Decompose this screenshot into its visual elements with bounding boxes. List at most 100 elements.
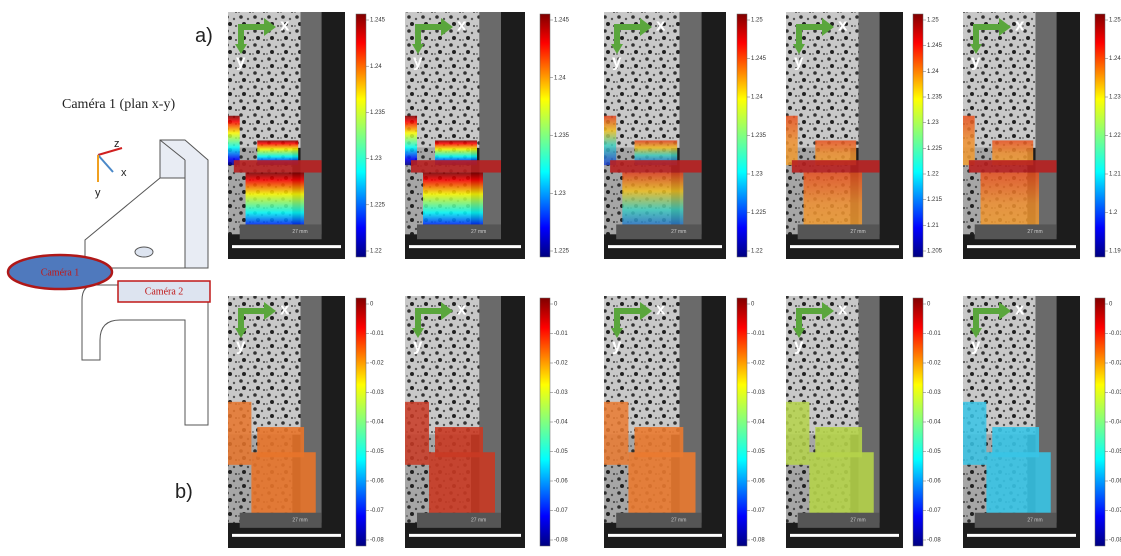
axis-arrow xyxy=(973,302,1011,328)
colorbar xyxy=(1094,13,1106,258)
camera-diagram: Caméra 1 (plan x-y) z x y Caméra 1 Camér… xyxy=(6,97,211,426)
colorbar-label: -0.02 xyxy=(554,361,568,367)
axis-arrow xyxy=(97,154,114,173)
axis-arrow xyxy=(611,328,623,338)
colorbar-label: -0.06 xyxy=(554,479,568,485)
colorbar-label: -0.08 xyxy=(927,538,941,544)
fillet xyxy=(1035,12,1057,235)
scale-box xyxy=(417,512,501,528)
strain-overlay xyxy=(986,452,1051,523)
colorbar-label: -0.06 xyxy=(751,479,765,485)
panel: 27 mm x y 1.245 1.24 1.235 1.23 1.225 1.22 xyxy=(228,12,386,259)
colorbar-label: -0.08 xyxy=(554,538,568,544)
scale-box xyxy=(797,512,880,528)
colorbar-label: -0.08 xyxy=(751,538,765,544)
axis-x-label: x xyxy=(1015,299,1025,318)
axis-x-label: x xyxy=(457,15,467,34)
axis-arrow xyxy=(235,328,247,338)
fillet xyxy=(300,12,322,235)
axis-y-label: y xyxy=(612,51,622,70)
colorbar-label: 1.23 xyxy=(751,172,763,178)
colorbar-label: 1.23 xyxy=(370,156,382,162)
axis-x-label: x xyxy=(1015,15,1025,34)
colorbar-label: 1.225 xyxy=(370,202,386,208)
axis-y-label: y xyxy=(612,335,622,354)
axis-x-label: x xyxy=(457,299,467,318)
camera-1-label: Caméra 1 xyxy=(41,267,80,278)
scale-label: 27 mm xyxy=(292,229,307,235)
axis-arrow xyxy=(238,302,276,328)
panel: 27 mm x y 0 -0.01 -0.02 -0.03 -0.04 -0.05 -0.06 -0… xyxy=(604,296,765,548)
hole xyxy=(134,246,154,258)
colorbar-label: -0.01 xyxy=(751,331,765,337)
colorbar-label: -0.07 xyxy=(1109,508,1121,514)
axis-y-label: y xyxy=(236,335,246,354)
colorbar-label: -0.04 xyxy=(370,420,384,426)
colorbar-label: 1.21 xyxy=(1109,172,1121,178)
strain-overlay xyxy=(423,172,483,235)
axis-arrow xyxy=(415,302,453,328)
panel: 27 mm x y 1.25 1.24 1.23 1.22 1.21 1.2 1.19 xyxy=(963,12,1121,259)
axis-arrow xyxy=(973,18,1011,44)
axis-y-label: y xyxy=(971,335,981,354)
colorbar-label: 1.24 xyxy=(751,95,763,101)
scale-box xyxy=(616,512,702,528)
strain-overlay xyxy=(610,160,702,173)
colorbar-label: -0.04 xyxy=(554,420,568,426)
strain-overlay xyxy=(786,401,810,465)
strain-overlay xyxy=(786,115,798,166)
colorbar-label: -0.03 xyxy=(370,390,384,396)
colorbar-label: 1.245 xyxy=(927,43,943,49)
part-base xyxy=(81,284,209,426)
colorbar xyxy=(912,297,924,547)
colorbar-label: 1.23 xyxy=(554,191,566,197)
colorbar-label: 1.22 xyxy=(370,249,382,255)
colorbar xyxy=(355,13,367,258)
axis-arrow xyxy=(235,44,247,54)
axis-y-label: y xyxy=(794,51,804,70)
scale-box xyxy=(239,512,322,528)
colorbar-label: 1.225 xyxy=(751,210,767,216)
colorbar-label: -0.04 xyxy=(751,420,765,426)
colorbar-label: 0 xyxy=(554,302,558,308)
colorbar-label: 1.245 xyxy=(751,56,767,62)
strain-overlay xyxy=(429,452,495,523)
colorbar-label: -0.02 xyxy=(370,361,384,367)
colorbar-label: -0.05 xyxy=(1109,449,1121,455)
axis-arrow xyxy=(238,18,276,44)
scale-box xyxy=(616,224,702,240)
scale-box xyxy=(974,512,1057,528)
strain-overlay xyxy=(228,115,240,166)
edge xyxy=(159,139,186,161)
colorbar-label: 1.21 xyxy=(927,223,939,229)
colorbar xyxy=(539,13,551,258)
scale-label: 27 mm xyxy=(850,518,865,524)
axis-y-label: y xyxy=(413,335,423,354)
colorbar-label: -0.02 xyxy=(751,361,765,367)
panel: 27 mm x y 1.25 1.245 1.24 1.235 1.23 1.225 1.22 xyxy=(604,12,767,259)
panel: 27 mm x y 0 -0.01 -0.02 -0.03 -0.04 -0.05 -0.06 -0… xyxy=(963,296,1121,548)
axis-x-label: x xyxy=(838,299,848,318)
strain-overlay xyxy=(604,401,629,465)
axis-label: x xyxy=(121,167,127,179)
strain-overlay xyxy=(405,401,429,465)
axis-y-label: y xyxy=(236,51,246,70)
scale-box xyxy=(797,224,880,240)
colorbar xyxy=(539,297,551,547)
scale-box xyxy=(417,224,501,240)
colorbar-label: -0.05 xyxy=(370,449,384,455)
colorbar-label: -0.01 xyxy=(927,331,941,337)
panel: 27 mm x y 1.245 1.24 1.235 1.23 1.225 xyxy=(405,12,570,259)
camera-1 xyxy=(6,253,114,291)
fillet xyxy=(858,12,880,235)
colorbar-label: 1.235 xyxy=(751,133,767,139)
axis-arrow xyxy=(412,328,424,338)
colorbar-label: 1.205 xyxy=(927,249,943,255)
panel: 27 mm x y 1.25 1.245 1.24 1.235 1.23 1.225 1.22 1.… xyxy=(786,12,943,259)
strain-overlay xyxy=(791,160,880,173)
panel: 27 mm x y 0 -0.01 -0.02 -0.03 -0.04 -0.05 -0.06 -0… xyxy=(228,296,384,548)
colorbar-label: 1.225 xyxy=(554,249,570,255)
panel: 27 mm x y 0 -0.01 -0.02 -0.03 -0.04 -0.05 -0.06 -0… xyxy=(405,296,568,548)
strain-overlay xyxy=(963,401,987,465)
